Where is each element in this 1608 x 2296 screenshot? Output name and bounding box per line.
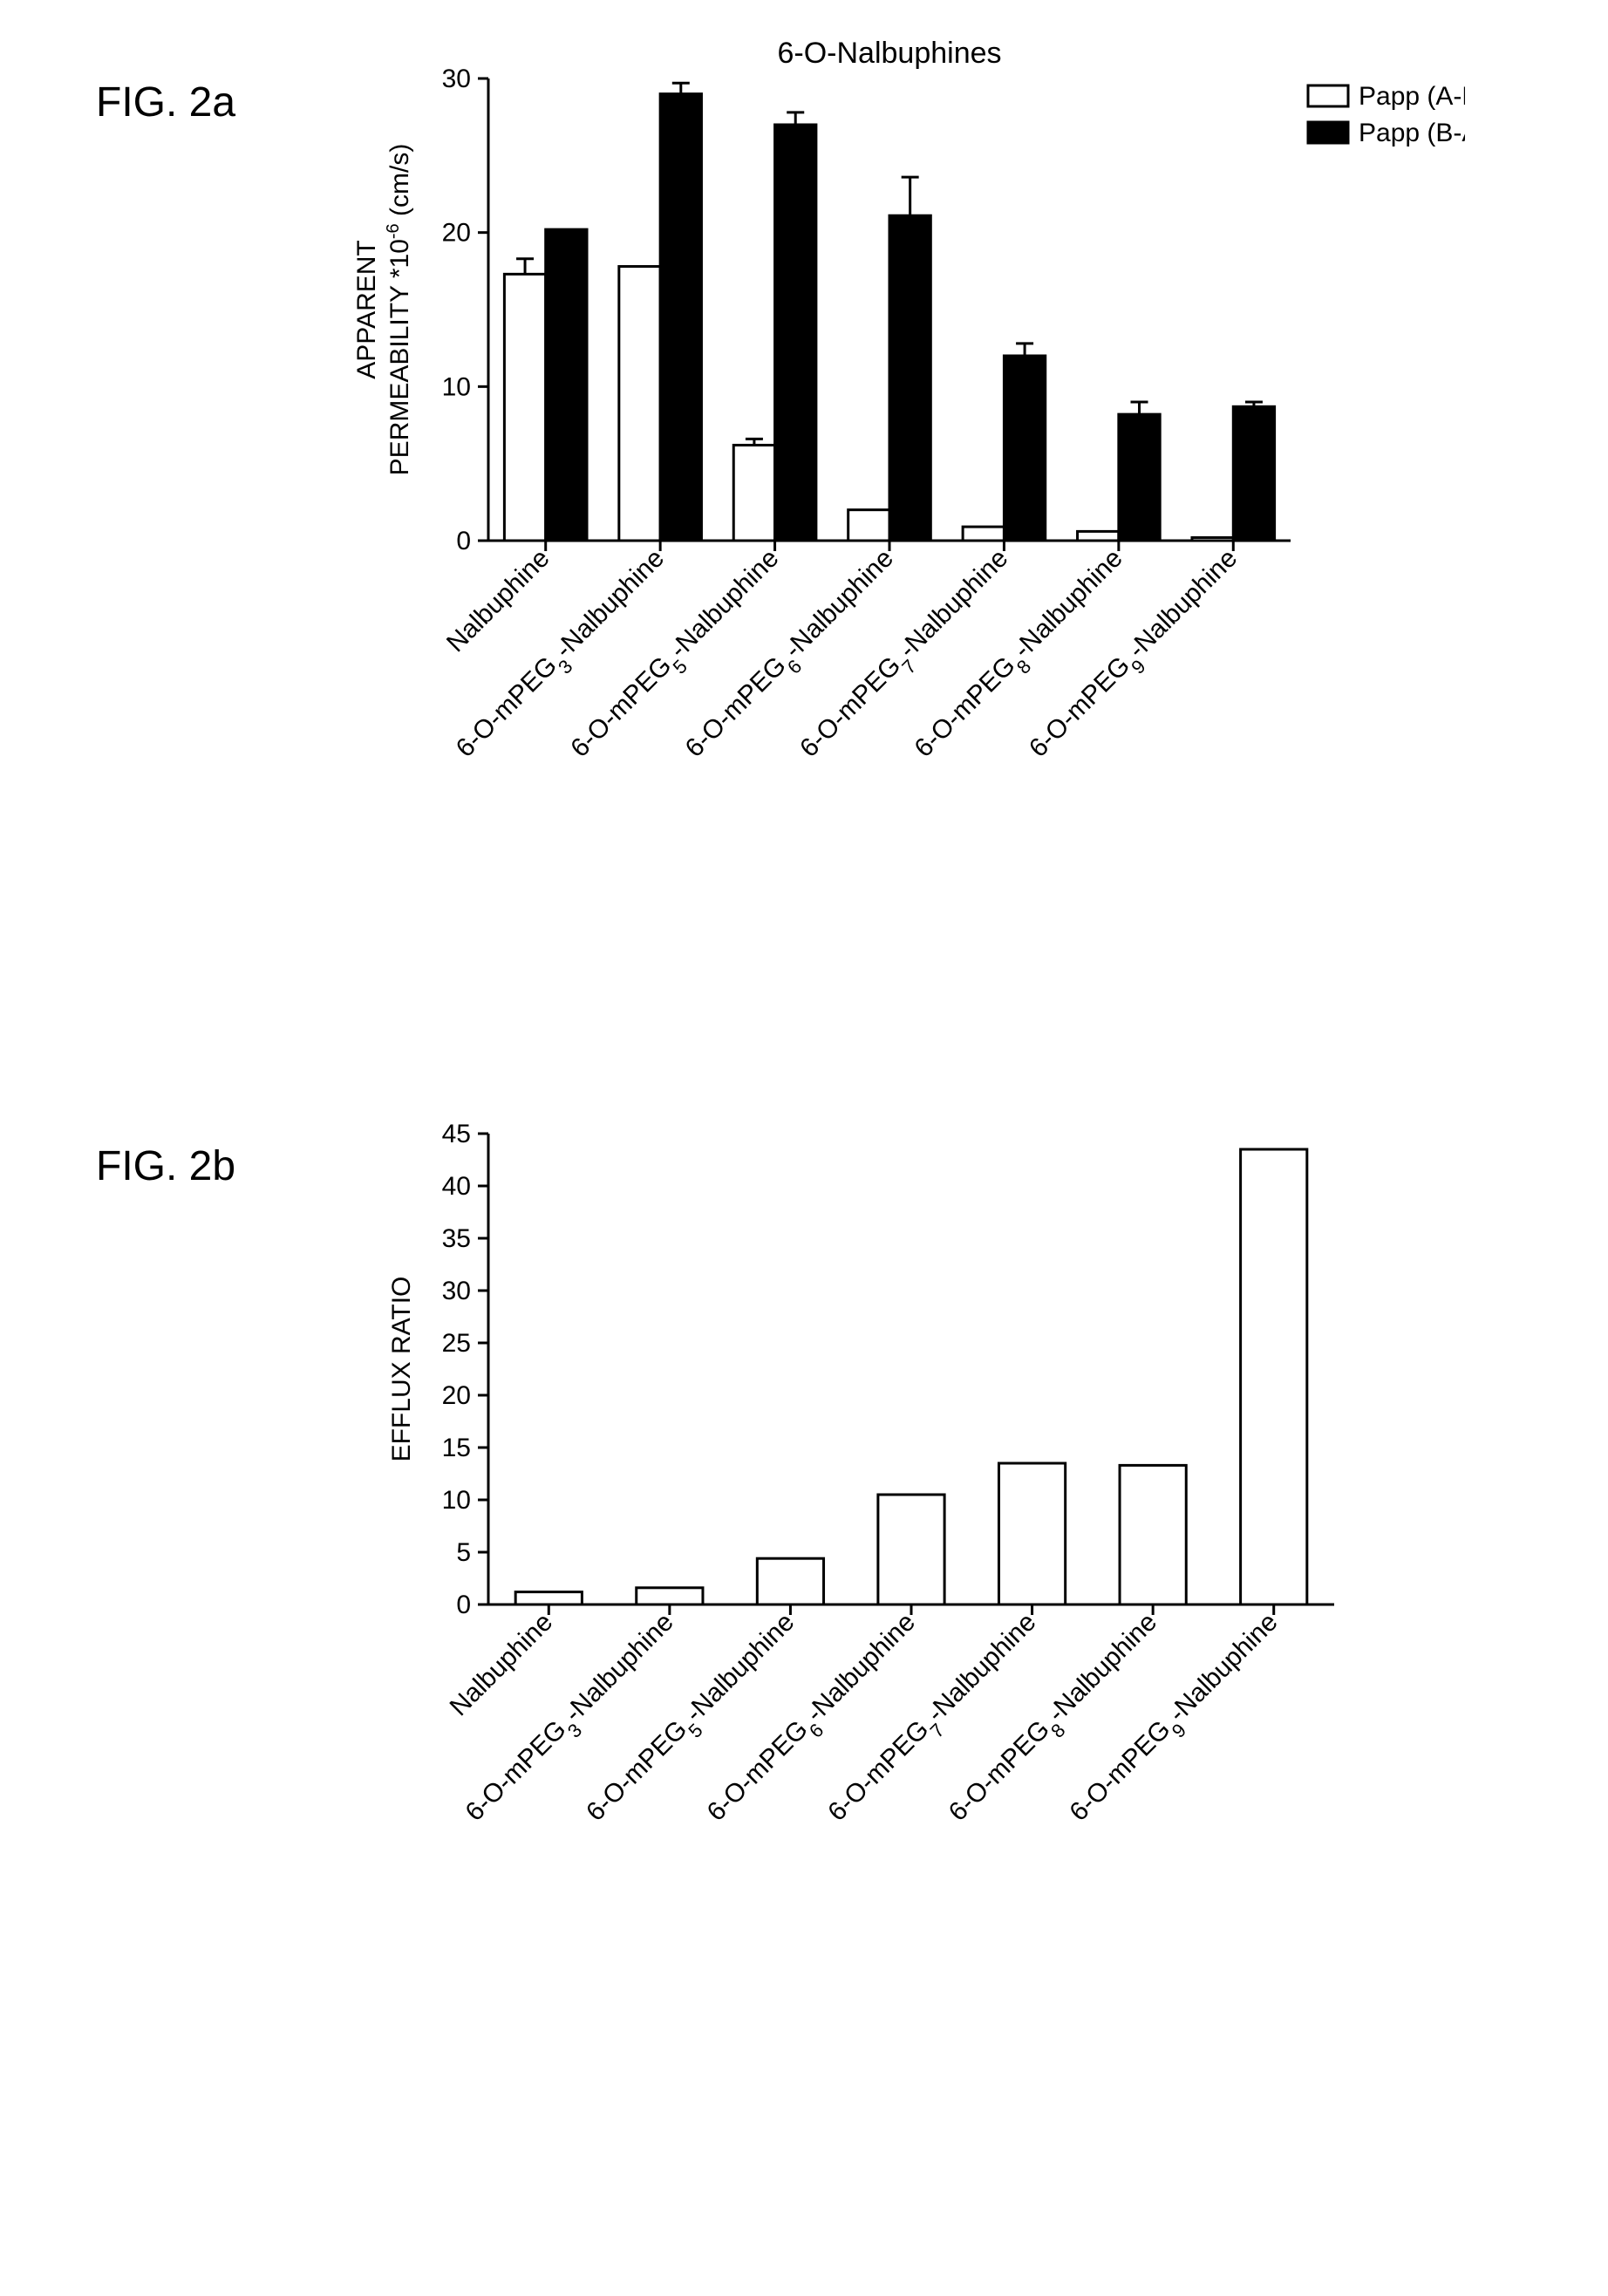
svg-text:10: 10 — [442, 1486, 471, 1515]
svg-text:30: 30 — [442, 65, 471, 93]
svg-text:15: 15 — [442, 1434, 471, 1462]
svg-text:EFFLUX RATIO: EFFLUX RATIO — [387, 1277, 416, 1462]
svg-text:Papp (A-B) cm/s: Papp (A-B) cm/s — [1359, 82, 1465, 111]
svg-text:Nalbuphine: Nalbuphine — [441, 544, 555, 658]
svg-text:6-O-mPEG7-Nalbuphine: 6-O-mPEG7-Nalbuphine — [822, 1608, 1048, 1834]
svg-text:20: 20 — [442, 1381, 471, 1410]
svg-text:Nalbuphine: Nalbuphine — [445, 1608, 559, 1722]
svg-text:10: 10 — [442, 372, 471, 401]
svg-text:6-O-mPEG6-Nalbuphine: 6-O-mPEG6-Nalbuphine — [680, 544, 906, 770]
svg-text:6-O-mPEG3-Nalbuphine: 6-O-mPEG3-Nalbuphine — [451, 544, 677, 770]
chart-2a-ylabel-2: PERMEABILITY *10-6 (cm/s) — [384, 144, 414, 476]
chart-2b: 0 5 10 15 20 25 30 35 40 45 Nalbuphine6-O-mPEG3-Na… — [262, 1099, 1465, 2027]
svg-text:25: 25 — [442, 1329, 471, 1358]
svg-text:6-O-Nalbuphines: 6-O-Nalbuphines — [777, 37, 1001, 70]
svg-text:6-O-mPEG6-Nalbuphine: 6-O-mPEG6-Nalbuphine — [702, 1608, 928, 1834]
svg-text:30: 30 — [442, 1277, 471, 1305]
svg-text:0: 0 — [456, 527, 471, 555]
svg-text:6-O-mPEG7-Nalbuphine: 6-O-mPEG7-Nalbuphine — [794, 544, 1020, 770]
svg-text:35: 35 — [442, 1224, 471, 1253]
chart-2a-svg: 6-O-Nalbuphines0102030Nalbuphine6-O-mPEG… — [262, 26, 1465, 950]
svg-text:6-O-mPEG9-Nalbuphine: 6-O-mPEG9-Nalbuphine — [1064, 1608, 1290, 1834]
svg-text:6-O-mPEG9-Nalbuphine: 6-O-mPEG9-Nalbuphine — [1024, 544, 1250, 770]
figure-2a-label: FIG. 2a — [96, 78, 235, 126]
svg-text:6-O-mPEG3-Nalbuphine: 6-O-mPEG3-Nalbuphine — [460, 1608, 686, 1834]
svg-text:40: 40 — [442, 1172, 471, 1201]
svg-text:20: 20 — [442, 219, 471, 248]
page: FIG. 2a FIG. 2b 6-O-Nalbuphines 0 10 20 30 Na… — [0, 0, 1608, 2296]
svg-text:6-O-mPEG8-Nalbuphine: 6-O-mPEG8-Nalbuphine — [944, 1608, 1169, 1834]
svg-text:0: 0 — [456, 1591, 471, 1619]
svg-text:45: 45 — [442, 1120, 471, 1148]
figure-2b-label: FIG. 2b — [96, 1142, 235, 1190]
chart-2a: 6-O-Nalbuphines0102030Nalbuphine6-O-mPEG… — [262, 26, 1465, 955]
chart-2a-ylabel-1: APPARENT — [352, 240, 381, 378]
svg-text:5: 5 — [456, 1538, 471, 1567]
svg-text:6-O-mPEG5-Nalbuphine: 6-O-mPEG5-Nalbuphine — [565, 544, 791, 770]
chart-2b-svg: 0 5 10 15 20 25 30 35 40 45 Nalbuphine6-O-mPEG3-Na… — [262, 1099, 1465, 2023]
svg-text:6-O-mPEG8-Nalbuphine: 6-O-mPEG8-Nalbuphine — [910, 544, 1135, 770]
svg-text:Papp (B-A) cm/s: Papp (B-A) cm/s — [1359, 119, 1465, 147]
svg-text:6-O-mPEG5-Nalbuphine: 6-O-mPEG5-Nalbuphine — [581, 1608, 807, 1834]
